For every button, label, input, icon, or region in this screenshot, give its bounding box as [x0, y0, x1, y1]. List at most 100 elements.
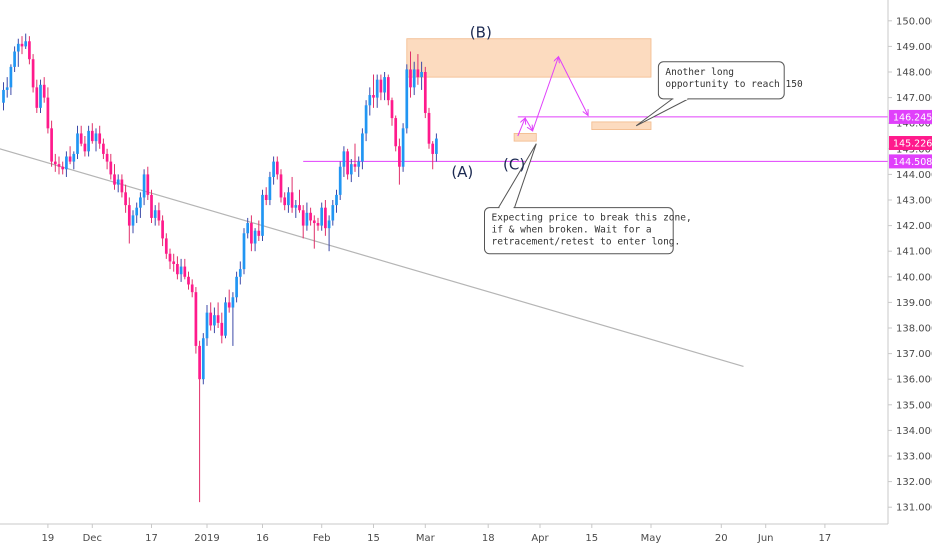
- candle-body: [423, 72, 427, 113]
- candle-body: [224, 302, 227, 336]
- candle-body: [31, 59, 35, 88]
- time-tick-label: 15: [367, 533, 380, 544]
- candle-body: [268, 176, 272, 200]
- candle-body: [257, 230, 261, 236]
- candle-body: [120, 179, 124, 193]
- callout-text-line: if & when broken. Wait for a: [492, 225, 652, 236]
- candle-body: [283, 197, 287, 206]
- candle-body: [24, 41, 28, 47]
- projection-segment: [558, 56, 589, 116]
- candle-body: [312, 220, 316, 224]
- candle-body: [216, 315, 220, 323]
- time-tick-label: 15: [585, 533, 598, 544]
- candle-body: [238, 269, 242, 277]
- candle-body: [368, 95, 372, 106]
- time-tick-label: 18: [482, 533, 495, 544]
- candle-body: [227, 302, 231, 308]
- candle-body: [35, 87, 39, 108]
- candle-body: [157, 210, 161, 221]
- wave-labels-layer: (B) (A) (C): [451, 23, 525, 181]
- candle-body: [338, 166, 342, 195]
- candle-body: [42, 84, 46, 98]
- candle-body: [79, 133, 83, 144]
- candle-body: [90, 130, 94, 142]
- candle-body: [16, 43, 20, 52]
- price-tick-label: 135.000: [896, 400, 932, 411]
- candle-body: [150, 194, 153, 218]
- candle-body: [320, 207, 324, 226]
- level-price-label-1: 146.245: [893, 112, 932, 123]
- candle-body: [264, 194, 268, 200]
- candle-body: [146, 174, 150, 195]
- candle-body: [94, 133, 98, 142]
- time-axis[interactable]: 19 Dec 17 2019 16 Feb 15 Mar 18 Apr 15 May 20 Jun 17: [0, 523, 888, 544]
- current-price-label-bg: [889, 136, 932, 151]
- candle-body: [405, 69, 409, 129]
- candle-body: [2, 89, 5, 103]
- candle-body: [324, 207, 327, 229]
- projection-segment: [532, 57, 559, 132]
- candle-body: [375, 79, 379, 98]
- candle-body: [61, 166, 65, 170]
- wave-label: (A): [451, 163, 473, 181]
- candle-body: [46, 97, 50, 129]
- candle-body: [113, 174, 116, 185]
- price-axis[interactable]: 131.000 132.000 133.000 134.000 135.000 136.0…: [887, 0, 932, 524]
- candle-body: [102, 143, 105, 154]
- zone-layer: [406, 38, 652, 142]
- candle-body: [242, 233, 246, 270]
- candle-body: [364, 105, 368, 134]
- time-tick-label: Apr: [531, 533, 549, 544]
- candle-body: [327, 220, 331, 229]
- candle-body: [272, 161, 275, 177]
- time-tick-label: Dec: [83, 533, 102, 544]
- candle-body: [279, 174, 283, 198]
- projection-layer: [517, 56, 589, 137]
- callout-box: [484, 207, 674, 255]
- candle-body: [335, 194, 338, 206]
- price-tick-label: 138.000: [896, 324, 932, 335]
- candle-body: [261, 194, 264, 236]
- candle-body: [331, 205, 335, 221]
- candle-body: [386, 77, 390, 101]
- candle-body: [72, 153, 76, 162]
- candle-body: [109, 161, 113, 175]
- candle-body: [398, 146, 401, 167]
- candle-body: [220, 322, 224, 336]
- candle-body: [87, 130, 90, 152]
- candle-body: [275, 161, 279, 175]
- candle-body: [127, 205, 131, 226]
- callout-text-line: Expecting price to break this zone,: [492, 213, 692, 224]
- supply-zone-2: [513, 133, 537, 142]
- candle-body: [209, 312, 213, 326]
- candle-body: [235, 276, 238, 298]
- candle-body: [198, 345, 201, 380]
- time-tick-label: Feb: [313, 533, 331, 544]
- candle-body: [435, 138, 438, 154]
- time-tick-label: 17: [819, 533, 832, 544]
- candle-body: [124, 192, 127, 206]
- price-tick-label: 144.000: [896, 170, 932, 181]
- candle-body: [316, 223, 320, 226]
- trendline-layer: [0, 148, 744, 367]
- candle-body: [39, 84, 42, 108]
- price-tick-label: 140.000: [896, 272, 932, 283]
- time-tick-label: 16: [256, 533, 269, 544]
- candle-body: [105, 153, 109, 162]
- price-tick-label: 132.000: [896, 477, 932, 488]
- wave-label: (C): [503, 155, 525, 173]
- candle-body: [142, 174, 146, 198]
- callout-box: [657, 61, 785, 100]
- supply-zone-3: [591, 121, 652, 130]
- price-tick-label: 141.000: [896, 247, 932, 258]
- candle-body: [353, 164, 357, 167]
- projection-segment: [517, 118, 525, 137]
- candle-body: [390, 100, 394, 119]
- candle-body: [20, 43, 24, 47]
- candle-body: [294, 205, 298, 208]
- candle-body: [5, 87, 9, 90]
- candle-body: [172, 261, 176, 264]
- candle-body: [135, 207, 139, 216]
